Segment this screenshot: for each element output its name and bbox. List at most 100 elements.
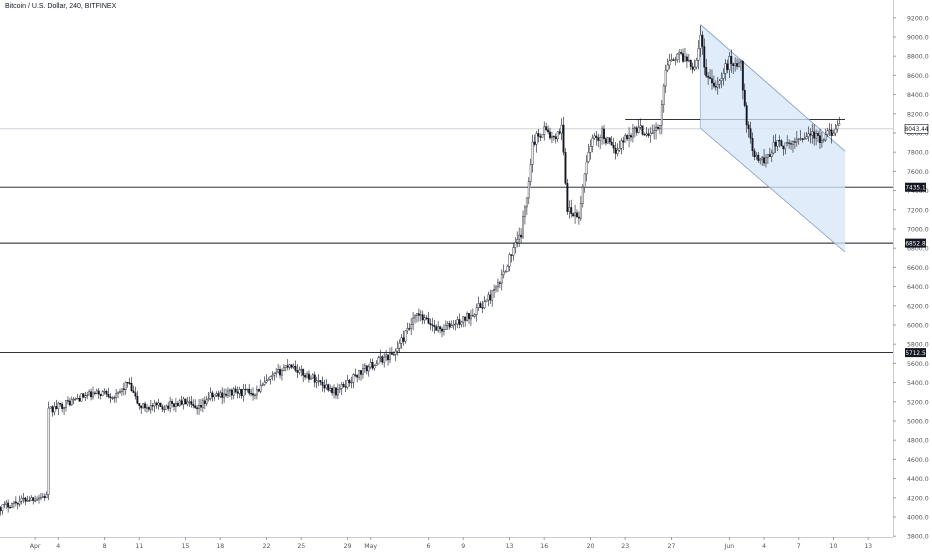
candle-body xyxy=(38,497,40,500)
candle-body xyxy=(527,181,530,199)
candle-body xyxy=(11,503,13,508)
candle-body xyxy=(539,136,542,138)
candle-body xyxy=(344,386,347,388)
candle-body xyxy=(479,303,482,308)
candle-body xyxy=(171,401,174,404)
candle-body xyxy=(88,391,91,396)
candle-body xyxy=(547,129,550,133)
candle-body xyxy=(230,389,233,396)
candle-body xyxy=(128,382,131,384)
candle-body xyxy=(207,398,210,400)
price-axis-label: 6200.0 xyxy=(907,303,929,310)
candle-body xyxy=(485,299,488,302)
candle-body xyxy=(811,131,814,136)
candle-body xyxy=(259,385,262,392)
candle-body xyxy=(302,369,305,376)
time-axis-label: 15 xyxy=(182,543,190,550)
candle-body xyxy=(138,403,141,406)
candle-body xyxy=(641,125,644,135)
candle-body xyxy=(558,131,561,134)
candle-body xyxy=(670,59,673,61)
candle-body xyxy=(647,133,650,136)
candle-body xyxy=(410,324,413,329)
candle-body xyxy=(99,393,102,396)
candle-body xyxy=(298,369,301,373)
candle-body xyxy=(790,143,792,145)
candle-body xyxy=(768,154,771,157)
candle-body xyxy=(400,337,403,344)
candle-body xyxy=(508,254,511,267)
candle-body xyxy=(460,321,463,325)
candle-body xyxy=(755,154,758,157)
candle-body xyxy=(759,158,762,161)
candle-body xyxy=(414,315,416,319)
channel-lower-line[interactable] xyxy=(700,127,846,253)
candle-body xyxy=(587,152,590,163)
price-axis-label: 5800.0 xyxy=(907,342,929,349)
candle-body xyxy=(828,129,831,132)
candle-body xyxy=(340,384,343,389)
candle-body xyxy=(286,365,289,368)
candle-body xyxy=(741,61,744,91)
candle-body xyxy=(716,84,719,88)
candle-body xyxy=(425,317,428,319)
candle-body xyxy=(483,301,486,308)
candle-body xyxy=(815,133,818,139)
candle-body xyxy=(140,405,143,409)
time-axis-label: 10 xyxy=(830,543,838,550)
candle-body xyxy=(47,407,50,495)
channel-fill[interactable] xyxy=(700,24,846,253)
candle-body xyxy=(514,242,517,248)
candle-body xyxy=(612,145,615,149)
price-axis-label: 8800.0 xyxy=(907,54,929,61)
candle-body xyxy=(618,148,621,151)
candle-body xyxy=(315,380,318,383)
candle-body xyxy=(198,405,200,409)
candle-body xyxy=(184,398,187,405)
candle-body xyxy=(778,140,781,142)
candle-body xyxy=(331,387,334,394)
candle-body xyxy=(475,307,478,315)
candle-body xyxy=(65,400,67,408)
candle-body xyxy=(308,373,310,380)
price-axis-label: 5600.0 xyxy=(907,361,929,368)
candle-body xyxy=(462,316,465,323)
candle-body xyxy=(498,282,501,284)
candle-body xyxy=(7,502,10,508)
candle-body xyxy=(49,406,52,409)
candle-body xyxy=(383,356,386,363)
candle-body xyxy=(707,75,710,78)
candle-body xyxy=(1,504,4,511)
descending-channel-layer[interactable] xyxy=(700,24,846,253)
candle-body xyxy=(506,266,509,272)
candle-body xyxy=(504,271,507,273)
candle-body xyxy=(76,398,79,400)
candle-body xyxy=(358,370,361,378)
level-price-tag xyxy=(905,182,926,192)
price-axis-label: 4800.0 xyxy=(907,438,929,445)
level-price-label: 6852.8 xyxy=(905,241,926,247)
candle-body xyxy=(597,137,600,141)
candle-body xyxy=(579,203,582,219)
price-axis-label: 5400.0 xyxy=(907,380,929,387)
time-axis-label: 6 xyxy=(427,543,431,550)
candle-body xyxy=(822,139,825,141)
candle-body xyxy=(367,366,370,372)
candle-body xyxy=(604,138,607,144)
candle-body xyxy=(396,347,399,352)
candle-body xyxy=(348,380,351,384)
candle-body xyxy=(240,389,243,397)
candle-body xyxy=(72,399,75,401)
candle-body xyxy=(496,282,499,288)
channel-upper-line[interactable] xyxy=(700,24,846,152)
price-axis-label: 5000.0 xyxy=(907,419,929,426)
candle-body xyxy=(375,363,378,366)
candle-body xyxy=(379,356,382,358)
price-axis-label: 4400.0 xyxy=(907,476,929,483)
candle-body xyxy=(541,134,544,138)
candle-body xyxy=(188,401,191,403)
candle-body xyxy=(738,62,740,67)
